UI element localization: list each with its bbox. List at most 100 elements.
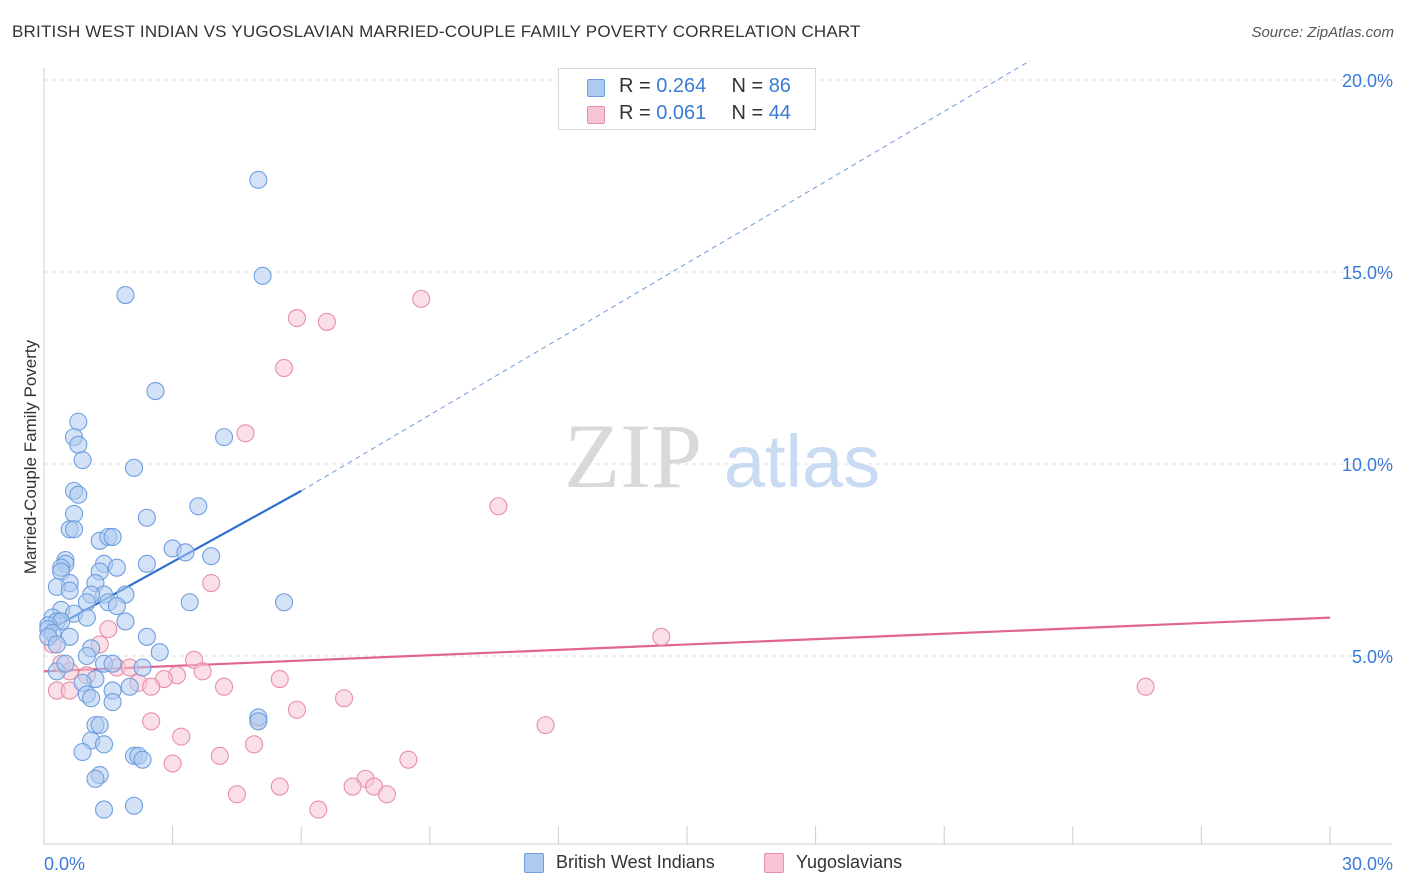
british-west-indians-point: [249, 170, 268, 189]
yugoslavians-point: [377, 785, 396, 804]
yugoslavians-point: [1136, 677, 1155, 696]
british-west-indians-swatch: [524, 853, 544, 873]
yugoslavians-point: [163, 754, 182, 773]
british-west-indians-points: [39, 170, 294, 819]
british-west-indians-point: [77, 608, 96, 627]
yugoslavians-point: [227, 785, 246, 804]
yugoslavians-point: [236, 424, 255, 443]
yugoslavians-point: [270, 777, 289, 796]
r-label: R =: [619, 75, 651, 97]
british-west-indians-trend-extension: [300, 60, 1031, 492]
yugoslavians-point: [142, 712, 161, 731]
british-west-indians-point: [202, 547, 221, 566]
legend-label-british-west-indians: British West Indians: [556, 852, 715, 872]
y-tick-label: 15.0%: [1342, 263, 1393, 283]
watermark-atlas: atlas: [724, 420, 880, 503]
british-west-indians-point: [133, 658, 152, 677]
british-west-indians-point: [90, 716, 109, 735]
yugoslavians-point: [335, 689, 354, 708]
axes: [43, 68, 1392, 845]
stats-row-blue: R = 0.264 N = 86: [559, 75, 817, 101]
british-west-indians-point: [69, 435, 88, 454]
british-west-indians-point: [124, 796, 144, 815]
yugoslavians-point: [309, 800, 328, 819]
british-west-indians-point: [137, 627, 156, 646]
yugoslavians-point: [343, 777, 362, 796]
yugoslavians-point: [244, 735, 264, 754]
yugoslavians-point: [652, 627, 671, 646]
british-west-indians-point: [60, 581, 79, 600]
source-credit: Source: ZipAtlas.com: [1251, 24, 1394, 41]
gridlines: [44, 79, 1392, 657]
british-west-indians-point: [94, 735, 114, 754]
yugoslavians-point: [193, 662, 212, 681]
legend-label-yugoslavians: Yugoslavians: [796, 852, 903, 872]
yugoslavians-point: [399, 750, 418, 769]
british-west-indians-point: [180, 593, 199, 612]
r-value-pink: 0.061: [656, 102, 707, 124]
british-west-indians-point: [137, 554, 156, 573]
british-west-indians-point: [73, 742, 92, 762]
yugoslavians-point: [99, 620, 118, 639]
british-west-indians-point: [133, 750, 152, 769]
british-west-indians-point: [94, 800, 114, 819]
british-west-indians-point: [137, 508, 156, 527]
yugoslavians-point: [287, 309, 306, 328]
yugoslavians-point: [287, 700, 306, 719]
n-value-blue: 86: [768, 75, 791, 97]
yugoslavians-point: [214, 677, 234, 696]
british-west-indians-point: [64, 504, 84, 523]
british-west-indians-point: [214, 428, 234, 447]
yugoslavians-point: [317, 312, 336, 331]
yugoslavians-point: [270, 669, 289, 689]
yugoslavians-point: [489, 497, 508, 516]
british-west-indians-point: [107, 558, 126, 577]
british-west-indians-point: [103, 527, 122, 547]
yugoslavians-point: [172, 727, 191, 746]
british-west-indians-point: [124, 458, 144, 477]
british-west-indians-point: [116, 285, 135, 305]
british-west-indians-point: [77, 646, 96, 666]
y-tick-label: 10.0%: [1342, 455, 1393, 475]
british-west-indians-point: [73, 451, 92, 470]
yugoslavians-swatch: [764, 853, 784, 873]
x-tick-label-max: 30.0%: [1342, 854, 1393, 874]
trend-lines: [43, 60, 1331, 673]
watermark-zip: ZIP: [564, 405, 702, 507]
yugoslavians-point: [412, 289, 431, 308]
british-west-indians-point: [189, 497, 208, 516]
yugoslavians-point: [275, 358, 294, 378]
british-west-indians-point: [116, 612, 135, 631]
yugoslavians-point: [210, 746, 229, 765]
pink-swatch: [587, 106, 605, 124]
british-west-indians-point: [107, 597, 126, 616]
british-west-indians-point: [64, 520, 84, 539]
british-west-indians-point: [176, 543, 195, 562]
stats-row-pink: R = 0.061 N = 44: [559, 102, 817, 128]
british-west-indians-point: [69, 485, 88, 504]
british-west-indians-point: [103, 693, 122, 712]
tick-labels: 5.0% 10.0% 15.0% 20.0% 0.0% 30.0%: [44, 71, 1393, 874]
n-label: N =: [731, 102, 764, 124]
chart-title: BRITISH WEST INDIAN VS YUGOSLAVIAN MARRI…: [12, 22, 861, 41]
r-value-blue: 0.264: [656, 75, 707, 97]
british-west-indians-point: [82, 689, 101, 708]
british-west-indians-point: [103, 654, 122, 673]
y-tick-label: 5.0%: [1352, 647, 1393, 667]
stats-legend: R = 0.264 N = 86 R = 0.061 N = 44: [558, 68, 816, 130]
legend-item-yugoslavians[interactable]: Yugoslavians: [764, 852, 934, 876]
british-west-indians-point: [120, 677, 139, 696]
y-axis-label: Married-Couple Family Poverty: [21, 339, 40, 574]
british-west-indians-point: [86, 769, 105, 788]
yugoslavians-point: [202, 573, 221, 593]
british-west-indians-point: [249, 712, 268, 731]
x-tick-label-min: 0.0%: [44, 854, 85, 874]
blue-swatch: [587, 79, 605, 97]
british-west-indians-point: [150, 643, 169, 662]
yugoslavians-point: [536, 716, 555, 735]
british-west-indians-point: [56, 654, 75, 673]
british-west-indians-point: [253, 266, 272, 285]
legend-item-british-west-indians[interactable]: British West Indians: [524, 852, 744, 876]
british-west-indians-point: [146, 381, 165, 401]
